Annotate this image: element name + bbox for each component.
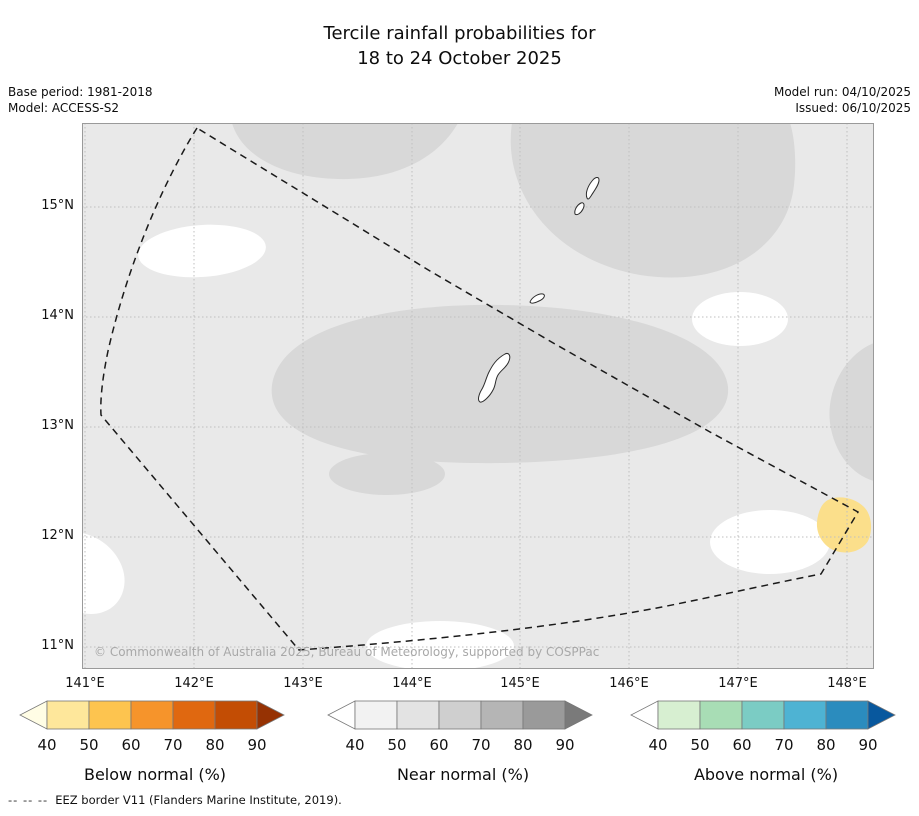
near-normal-50-60-patch-small	[329, 453, 445, 495]
x-tick-144e: 144°E	[392, 676, 432, 691]
x-tick-148e: 148°E	[827, 676, 867, 691]
colorbar-near-normal: 40 50 60 70 80 90 Near normal (%)	[318, 698, 608, 784]
y-tick-13n: 13°N	[41, 418, 74, 433]
eez-border-line	[100, 126, 860, 651]
plot-frame	[82, 123, 874, 669]
x-tick-143e: 143°E	[283, 676, 323, 691]
rainfall-probability-map	[82, 123, 874, 671]
colorbar-above-normal: 40 50 60 70 80 90 Above normal (%)	[621, 698, 911, 784]
white-patch-bottom-left	[82, 533, 125, 614]
svg-text:80: 80	[513, 736, 532, 754]
x-tick-145e: 145°E	[500, 676, 540, 691]
svg-text:60: 60	[121, 736, 140, 754]
island-coastlines	[478, 177, 600, 403]
colorbar-above-normal-scale: 40 50 60 70 80 90	[630, 700, 896, 754]
white-patch-bottom-middle	[366, 621, 514, 671]
meta-right: Model run: 04/10/2025 Issued: 06/10/2025	[774, 84, 911, 116]
svg-text:50: 50	[387, 736, 406, 754]
model-label: Model: ACCESS-S2	[8, 101, 120, 115]
white-patch-upper-left	[138, 224, 266, 278]
page-title: Tercile rainfall probabilities for 18 to…	[0, 21, 919, 71]
x-tick-141e: 141°E	[65, 676, 105, 691]
svg-text:90: 90	[555, 736, 574, 754]
near-normal-50-60-patches	[232, 123, 874, 495]
y-tick-15n: 15°N	[41, 198, 74, 213]
y-tick-11n: 11°N	[41, 638, 74, 653]
x-tick-146e: 146°E	[609, 676, 649, 691]
under-40-white-patches	[82, 224, 830, 671]
svg-text:70: 70	[471, 736, 490, 754]
svg-text:70: 70	[774, 736, 793, 754]
issued-label: Issued: 06/10/2025	[795, 101, 911, 115]
x-tick-147e: 147°E	[718, 676, 758, 691]
base-period-label: Base period: 1981-2018	[8, 85, 153, 99]
saipan-island	[585, 177, 600, 200]
colorbar-near-normal-scale: 40 50 60 70 80 90	[327, 700, 593, 754]
near-normal-50-60-patch-topright	[510, 123, 796, 278]
svg-text:60: 60	[732, 736, 751, 754]
colorbar-below-normal: 40 50 60 70 80 90 Below normal (%)	[10, 698, 300, 784]
rota-island	[529, 293, 545, 304]
guam-island	[478, 353, 511, 403]
white-patch-right-14n	[692, 292, 788, 346]
near-normal-50-60-patch-topleft	[232, 123, 458, 180]
title-line-1: Tercile rainfall probabilities for	[323, 23, 596, 44]
colorbar-near-normal-title: Near normal (%)	[396, 765, 530, 784]
colorbar-below-normal-title: Below normal (%)	[83, 765, 227, 784]
svg-text:90: 90	[858, 736, 877, 754]
svg-text:50: 50	[690, 736, 709, 754]
y-tick-14n: 14°N	[41, 308, 74, 323]
svg-text:80: 80	[205, 736, 224, 754]
svg-text:40: 40	[37, 736, 56, 754]
x-tick-142e: 142°E	[174, 676, 214, 691]
svg-text:60: 60	[429, 736, 448, 754]
meta-left: Base period: 1981-2018 Model: ACCESS-S2	[8, 84, 153, 116]
near-normal-50-60-patch-rightedge	[829, 343, 874, 481]
y-tick-12n: 12°N	[41, 528, 74, 543]
svg-text:40: 40	[345, 736, 364, 754]
model-run-label: Model run: 04/10/2025	[773, 85, 911, 99]
svg-text:70: 70	[163, 736, 182, 754]
grid-lines	[82, 123, 874, 669]
svg-text:50: 50	[79, 736, 98, 754]
svg-text:80: 80	[816, 736, 835, 754]
copyright-watermark: © Commonwealth of Australia 2025, Bureau…	[94, 645, 600, 659]
eez-note-text: EEZ border V11 (Flanders Marine Institut…	[55, 793, 342, 807]
title-line-2: 18 to 24 October 2025	[357, 48, 562, 69]
svg-text:40: 40	[648, 736, 667, 754]
svg-text:90: 90	[247, 736, 266, 754]
map-plot-area: © Commonwealth of Australia 2025, Bureau…	[82, 123, 874, 671]
tinian-island	[574, 202, 585, 216]
near-normal-50-60-patch-central	[271, 304, 729, 464]
white-patch-bottom-right	[710, 510, 830, 574]
colorbar-above-normal-title: Above normal (%)	[693, 765, 839, 784]
eez-footnote: -- -- -- EEZ border V11 (Flanders Marine …	[8, 793, 342, 807]
eez-dash-symbol: -- -- --	[8, 793, 49, 807]
colorbar-below-normal-scale: 40 50 60 70 80 90	[19, 700, 285, 754]
